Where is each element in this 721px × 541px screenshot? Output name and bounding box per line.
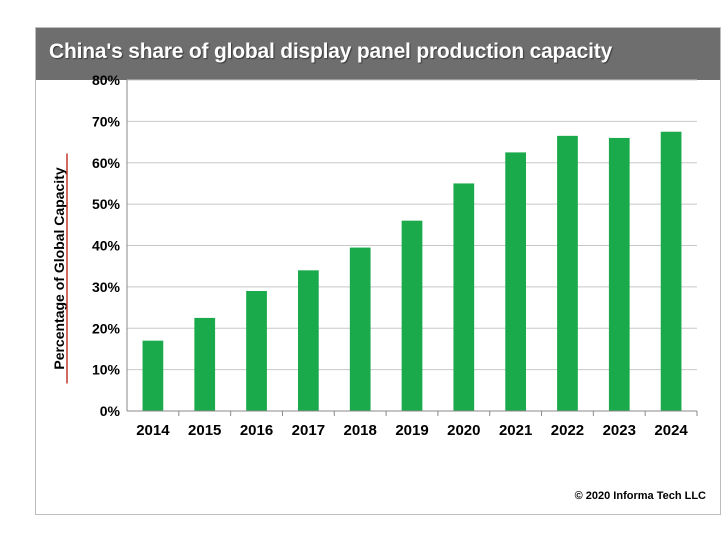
bar-2017 bbox=[298, 270, 319, 411]
y-tick-label: 10% bbox=[92, 362, 121, 378]
bars bbox=[142, 131, 682, 412]
y-tick-label: 70% bbox=[92, 113, 121, 129]
x-tick-label: 2014 bbox=[136, 422, 170, 439]
y-tick-label: 40% bbox=[92, 238, 121, 254]
chart-title: China's share of global display panel pr… bbox=[49, 40, 613, 63]
y-axis-label: Percentage of Global Capacity bbox=[51, 167, 67, 369]
bar-2020 bbox=[453, 183, 475, 411]
axes bbox=[126, 80, 698, 416]
copyright-notice: © 2020 Informa Tech LLC bbox=[574, 490, 706, 502]
y-axis-label-group: Percentage of Global Capacity bbox=[51, 153, 68, 384]
bar-2024 bbox=[660, 131, 682, 411]
title-bar: China's share of global display panel pr… bbox=[36, 28, 720, 80]
x-tick-label: 2017 bbox=[292, 422, 325, 439]
y-tick-label: 60% bbox=[92, 155, 121, 171]
bar-2022 bbox=[557, 135, 578, 411]
y-tick-labels: 0% 10% 20% 30% 40% 50% 60% 70% 80% bbox=[92, 72, 121, 419]
x-tick-label: 2024 bbox=[654, 422, 688, 439]
x-tick-label: 2022 bbox=[551, 422, 584, 439]
bar-2018 bbox=[349, 247, 371, 411]
x-tick-label: 2019 bbox=[395, 422, 428, 439]
x-tick-label: 2016 bbox=[240, 422, 273, 439]
x-tick-label: 2018 bbox=[343, 422, 376, 439]
x-tick-label: 2015 bbox=[188, 422, 221, 439]
bar-2015 bbox=[194, 317, 216, 411]
y-tick-label: 50% bbox=[92, 196, 121, 212]
x-tick-label: 2020 bbox=[447, 422, 480, 439]
y-tick-label: 20% bbox=[92, 320, 121, 336]
bar-2023 bbox=[608, 137, 630, 412]
bar-2016 bbox=[246, 291, 267, 411]
bar-2014 bbox=[142, 340, 164, 411]
bar-2019 bbox=[401, 220, 423, 411]
x-tick-labels: 2014 2015 2016 2017 2018 2019 2020 2021 2022 2023… bbox=[136, 422, 688, 439]
y-tick-label: 80% bbox=[92, 72, 121, 88]
bar-2021 bbox=[505, 152, 526, 411]
x-tick-label: 2023 bbox=[603, 422, 636, 439]
y-tick-label: 0% bbox=[100, 403, 121, 419]
y-tick-label: 30% bbox=[92, 279, 121, 295]
x-tick-label: 2021 bbox=[499, 422, 532, 439]
slide-frame: China's share of global display panel pr… bbox=[35, 27, 721, 515]
